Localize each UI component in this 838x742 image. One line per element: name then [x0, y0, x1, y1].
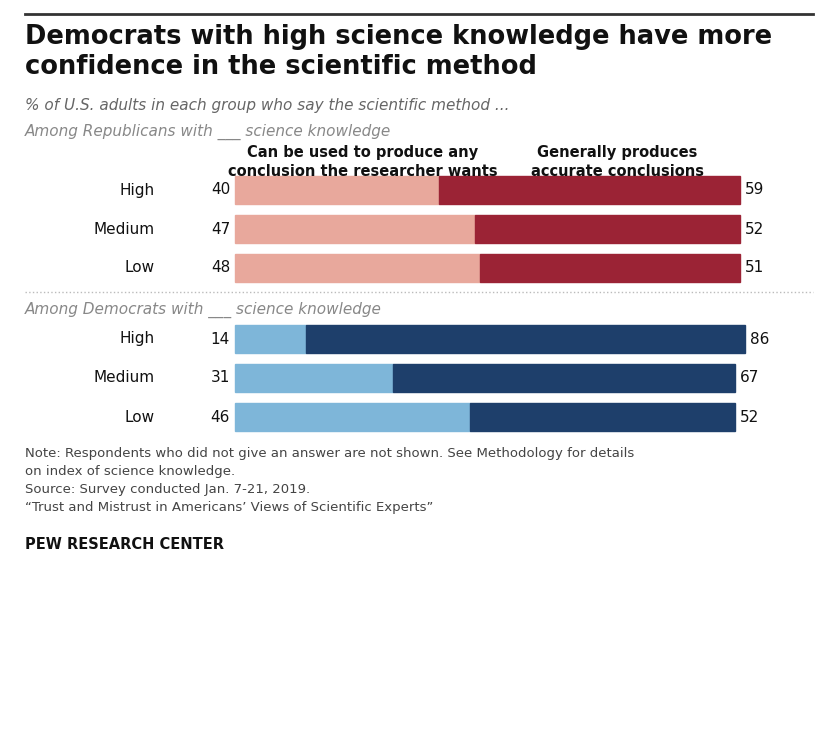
Text: Among Democrats with ___ science knowledge: Among Democrats with ___ science knowled…	[25, 302, 382, 318]
Text: 31: 31	[210, 370, 230, 386]
Text: 14: 14	[210, 332, 230, 347]
Text: Generally produces
accurate conclusions: Generally produces accurate conclusions	[531, 145, 704, 179]
Bar	[235, 364, 393, 392]
Text: High: High	[120, 332, 155, 347]
Text: High: High	[120, 183, 155, 197]
Bar	[393, 364, 735, 392]
Text: PEW RESEARCH CENTER: PEW RESEARCH CENTER	[25, 537, 224, 552]
Text: Low: Low	[125, 260, 155, 275]
Text: 52: 52	[740, 410, 759, 424]
Text: 46: 46	[210, 410, 230, 424]
Bar	[307, 325, 745, 353]
Text: Low: Low	[125, 410, 155, 424]
Text: 86: 86	[750, 332, 769, 347]
Bar	[469, 403, 735, 431]
Bar	[439, 176, 740, 204]
Bar	[235, 403, 469, 431]
Text: 67: 67	[740, 370, 759, 386]
Bar	[480, 254, 740, 282]
Text: Democrats with high science knowledge have more
confidence in the scientific met: Democrats with high science knowledge ha…	[25, 24, 772, 80]
Bar	[235, 325, 307, 353]
Text: % of U.S. adults in each group who say the scientific method ...: % of U.S. adults in each group who say t…	[25, 98, 510, 113]
Text: Among Republicans with ___ science knowledge: Among Republicans with ___ science knowl…	[25, 124, 391, 140]
Text: 52: 52	[745, 222, 764, 237]
Bar	[474, 215, 740, 243]
Text: Medium: Medium	[94, 222, 155, 237]
Text: 40: 40	[210, 183, 230, 197]
Text: Can be used to produce any
conclusion the researcher wants: Can be used to produce any conclusion th…	[228, 145, 497, 179]
Text: Source: Survey conducted Jan. 7-21, 2019.: Source: Survey conducted Jan. 7-21, 2019…	[25, 483, 310, 496]
Text: Note: Respondents who did not give an answer are not shown. See Methodology for : Note: Respondents who did not give an an…	[25, 447, 634, 460]
Text: 47: 47	[210, 222, 230, 237]
Text: 48: 48	[210, 260, 230, 275]
Bar	[235, 254, 480, 282]
Text: Medium: Medium	[94, 370, 155, 386]
Bar	[235, 176, 439, 204]
Text: on index of science knowledge.: on index of science knowledge.	[25, 465, 235, 478]
Text: 51: 51	[745, 260, 764, 275]
Text: “Trust and Mistrust in Americans’ Views of Scientific Experts”: “Trust and Mistrust in Americans’ Views …	[25, 501, 433, 514]
Bar	[235, 215, 474, 243]
Text: 59: 59	[745, 183, 764, 197]
